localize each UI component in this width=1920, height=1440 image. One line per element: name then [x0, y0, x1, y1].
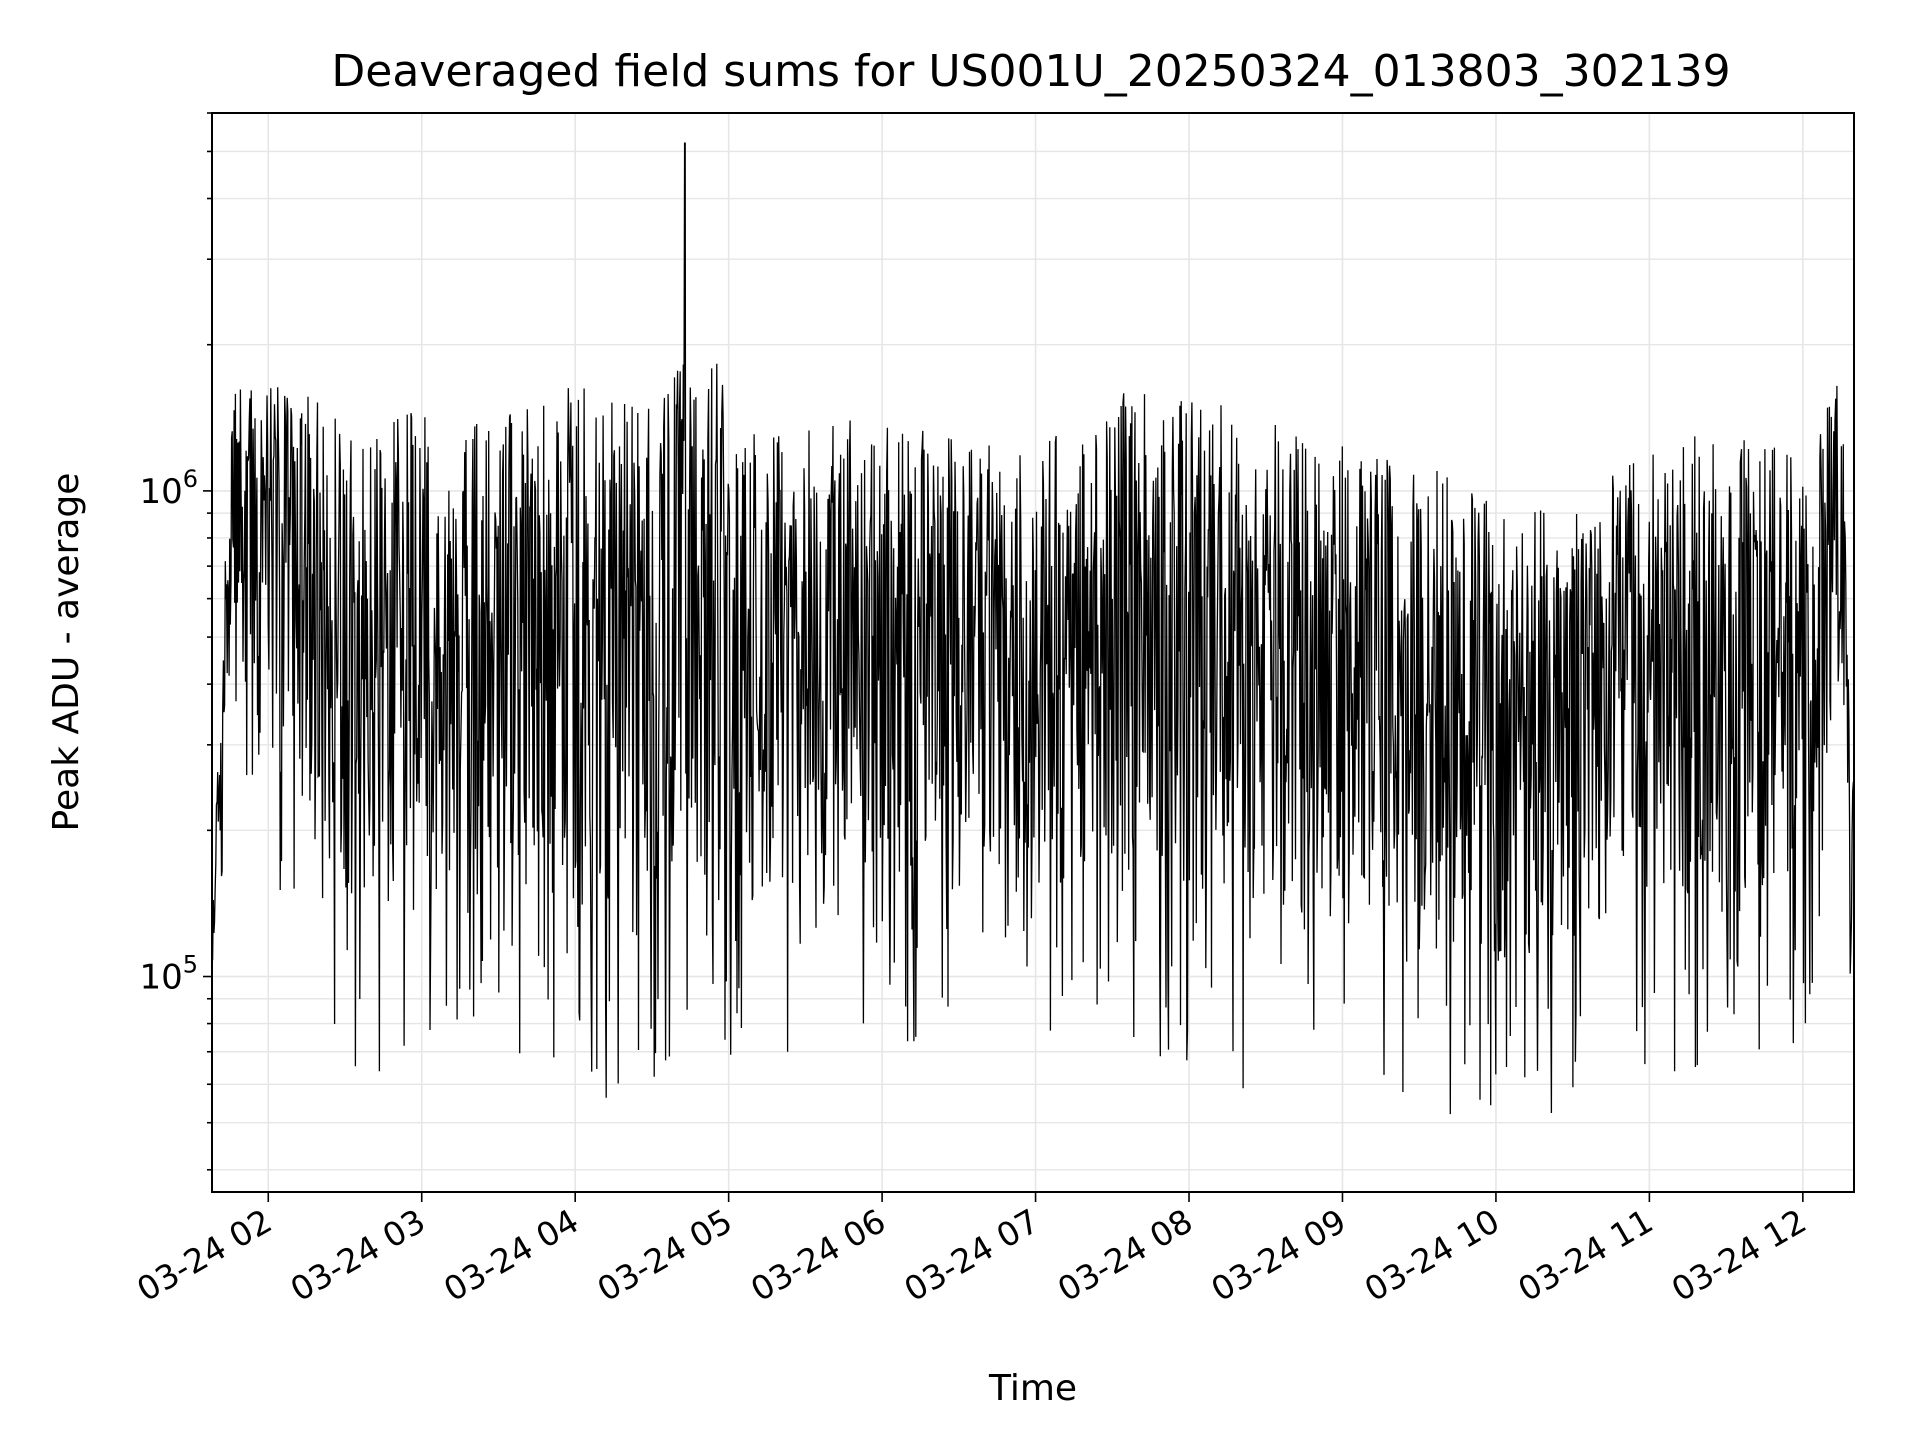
plot-frame [211, 112, 1855, 1193]
y-tick-exponent: 6 [183, 465, 198, 493]
y-tick-base: 10 [139, 472, 182, 512]
y-tick-base: 10 [139, 958, 182, 998]
chart-title: Deaveraged field sums for US001U_2025032… [331, 46, 1730, 97]
y-tick-label: 106 [139, 465, 198, 512]
series-line [211, 142, 1855, 1115]
x-axis-label: Time [988, 1368, 1077, 1409]
y-tick-label: 105 [139, 951, 198, 998]
y-tick-exponent: 5 [183, 951, 198, 979]
y-axis-label: Peak ADU - average [46, 473, 87, 832]
